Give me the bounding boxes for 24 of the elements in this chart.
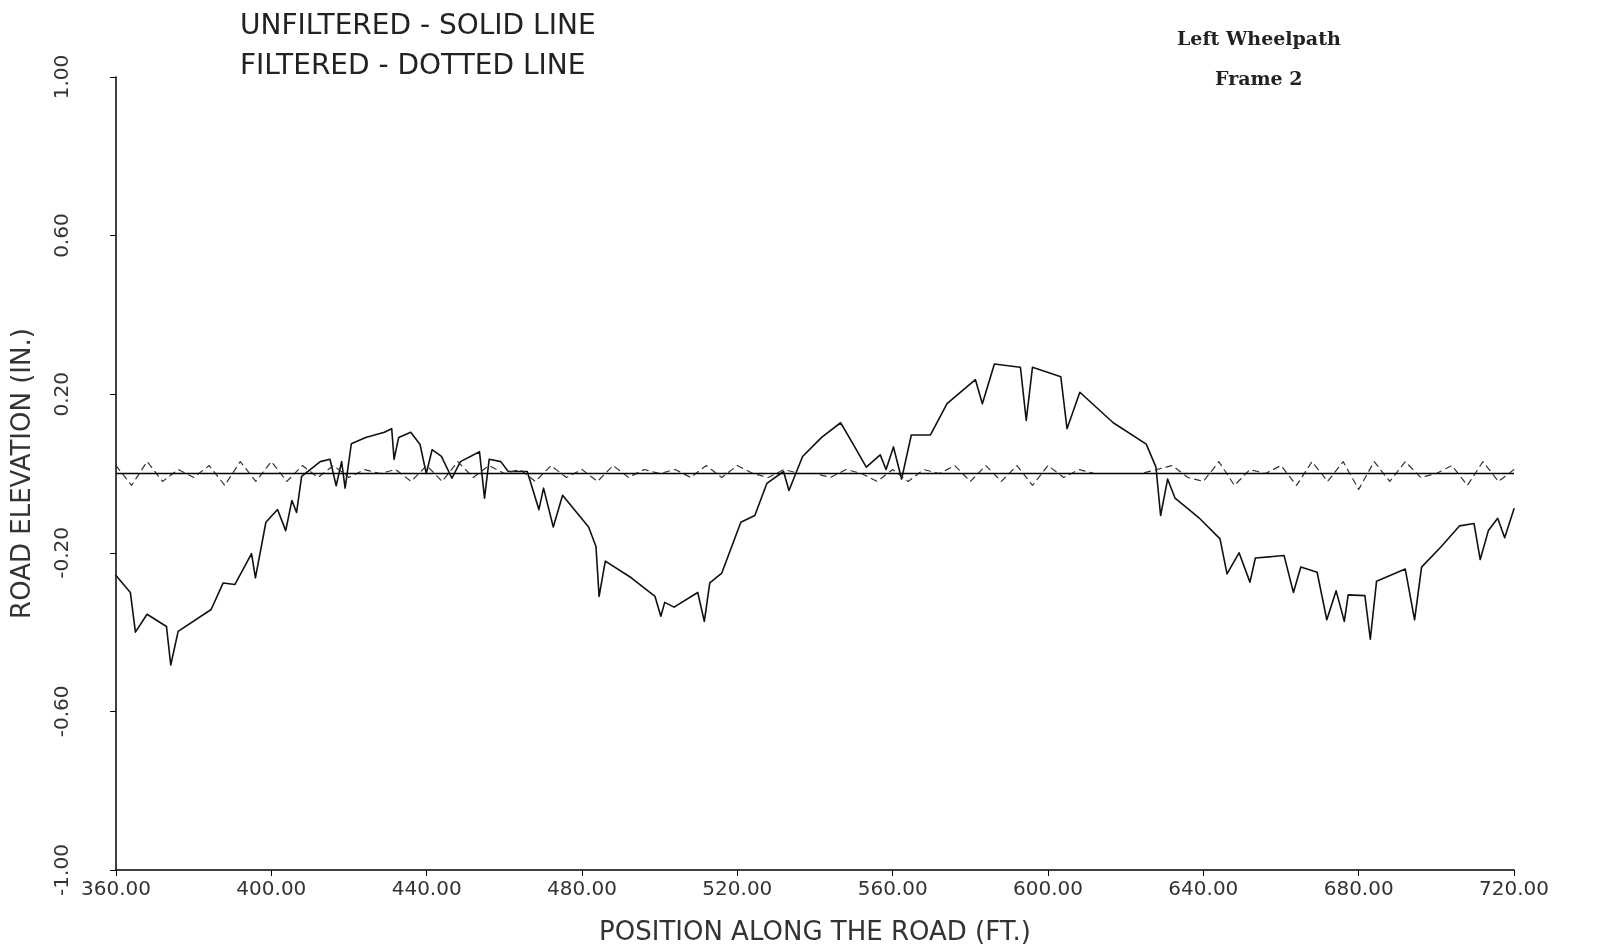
- text: UNFILTERED - SOLID LINE: [240, 7, 596, 41]
- text: Left Wheelpath: [1177, 26, 1341, 49]
- annotation: FILTERED - DOTTED LINE: [240, 47, 586, 81]
- x-axis-title: POSITION ALONG THE ROAD (FT.): [599, 916, 1031, 946]
- line-series: [115, 363, 1515, 666]
- x-tick-label: 680.00: [1323, 876, 1394, 900]
- y-tick-label: 0.60: [49, 213, 73, 258]
- line-series: [115, 461, 1515, 490]
- y-tick-label: -0.60: [49, 685, 73, 738]
- x-tick-label: 400.00: [236, 876, 307, 900]
- x-tick-label: 640.00: [1168, 876, 1239, 900]
- x-tick-label: 480.00: [547, 876, 617, 900]
- x-tick-label: 720.00: [1479, 876, 1549, 900]
- annotation: Frame 2: [1215, 66, 1303, 89]
- x-tick-label: 520.00: [702, 876, 773, 900]
- y-axis-title: ROAD ELEVATION (IN.): [6, 328, 36, 619]
- x-tick-label: 440.00: [391, 876, 462, 900]
- x-tick-label: 360.00: [81, 876, 151, 900]
- x-tick-label: 560.00: [857, 876, 928, 900]
- y-tick-label: -0.20: [49, 526, 73, 579]
- y-tick-label: -1.00: [49, 844, 73, 896]
- x-tick-label: 600.00: [1013, 876, 1083, 900]
- y-tick-label: 0.20: [49, 371, 73, 417]
- y-tick-label: 1.00: [49, 54, 73, 100]
